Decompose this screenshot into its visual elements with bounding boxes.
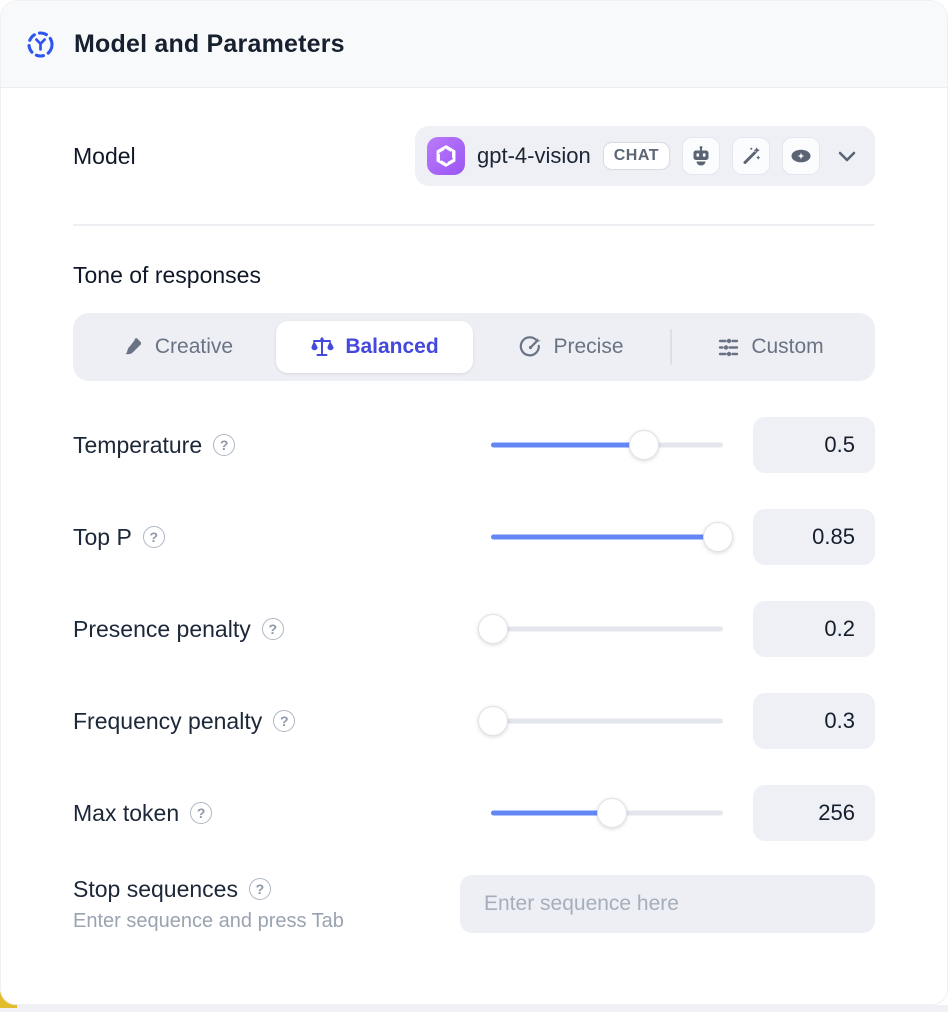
panel-header: Model and Parameters [1, 1, 947, 88]
model-type-badge: CHAT [602, 142, 670, 170]
slider-knob[interactable] [629, 430, 660, 460]
model-row: Model gpt-4-vision C [73, 126, 875, 186]
tone-tab-bar: Creative Balanced [73, 313, 875, 381]
presence-penalty-label: Presence penalty [73, 615, 251, 642]
tab-label: Balanced [345, 335, 439, 358]
panel-title: Model and Parameters [74, 29, 345, 58]
param-row-top-p: Top P ? 0.85 [73, 509, 875, 565]
model-select-dropdown[interactable]: gpt-4-vision CHAT [415, 126, 875, 186]
max-token-slider[interactable] [491, 797, 723, 829]
sliders-icon [717, 336, 740, 359]
tab-label: Creative [154, 335, 234, 358]
param-row-max-token: Max token ? 256 [73, 785, 875, 841]
stop-sequence-input[interactable] [460, 875, 875, 933]
tab-divider [670, 329, 672, 365]
tab-balanced[interactable]: Balanced [276, 321, 473, 373]
model-label: Model [73, 142, 136, 169]
temperature-slider[interactable] [491, 429, 723, 461]
param-row-frequency-penalty: Frequency penalty ? 0.3 [73, 693, 875, 749]
robot-icon [681, 137, 720, 175]
tab-creative[interactable]: Creative [79, 321, 276, 373]
tab-precise[interactable]: Precise [473, 321, 670, 373]
slider-knob[interactable] [478, 614, 509, 644]
tab-label: Custom [751, 335, 824, 358]
top-p-value[interactable]: 0.85 [753, 509, 875, 565]
slider-knob[interactable] [596, 798, 627, 828]
help-icon[interactable]: ? [273, 710, 296, 732]
presence-penalty-slider[interactable] [478, 613, 723, 645]
frequency-penalty-slider[interactable] [478, 705, 723, 737]
temperature-value[interactable]: 0.5 [753, 417, 875, 473]
target-icon [519, 335, 542, 359]
help-icon[interactable]: ? [213, 434, 236, 456]
stop-sequences-hint: Enter sequence and press Tab [73, 909, 344, 932]
param-row-temperature: Temperature ? 0.5 [73, 417, 875, 473]
help-icon[interactable]: ? [248, 878, 271, 900]
stop-sequences-label: Stop sequences [73, 875, 238, 902]
selected-model-name: gpt-4-vision [477, 143, 591, 168]
balance-scale-icon [310, 335, 334, 359]
openai-logo [427, 137, 465, 175]
top-p-slider[interactable] [491, 521, 734, 553]
page-bottom-strip [0, 1005, 948, 1012]
tab-custom[interactable]: Custom [672, 321, 869, 373]
vision-eye-icon [781, 137, 820, 175]
param-row-presence-penalty: Presence penalty ? 0.2 [73, 601, 875, 657]
model-hub-icon [25, 29, 56, 60]
tab-label: Precise [553, 335, 624, 358]
help-icon[interactable]: ? [190, 802, 213, 824]
paintbrush-icon [122, 336, 144, 358]
frequency-penalty-value[interactable]: 0.3 [753, 693, 875, 749]
frequency-penalty-label: Frequency penalty [73, 707, 263, 734]
presence-penalty-value[interactable]: 0.2 [753, 601, 875, 657]
help-icon[interactable]: ? [142, 526, 165, 548]
max-token-value[interactable]: 256 [753, 785, 875, 841]
slider-knob[interactable] [703, 522, 734, 552]
help-icon[interactable]: ? [261, 618, 284, 640]
top-p-label: Top P [73, 523, 132, 550]
tone-section-title: Tone of responses [73, 262, 261, 288]
chevron-down-icon[interactable] [838, 151, 856, 162]
section-divider [73, 224, 875, 226]
slider-knob[interactable] [478, 706, 509, 736]
magic-wand-icon [731, 137, 770, 175]
stop-sequences-row: Stop sequences ? Enter sequence and pres… [73, 875, 875, 933]
max-token-label: Max token [73, 799, 180, 826]
temperature-label: Temperature [73, 431, 203, 458]
